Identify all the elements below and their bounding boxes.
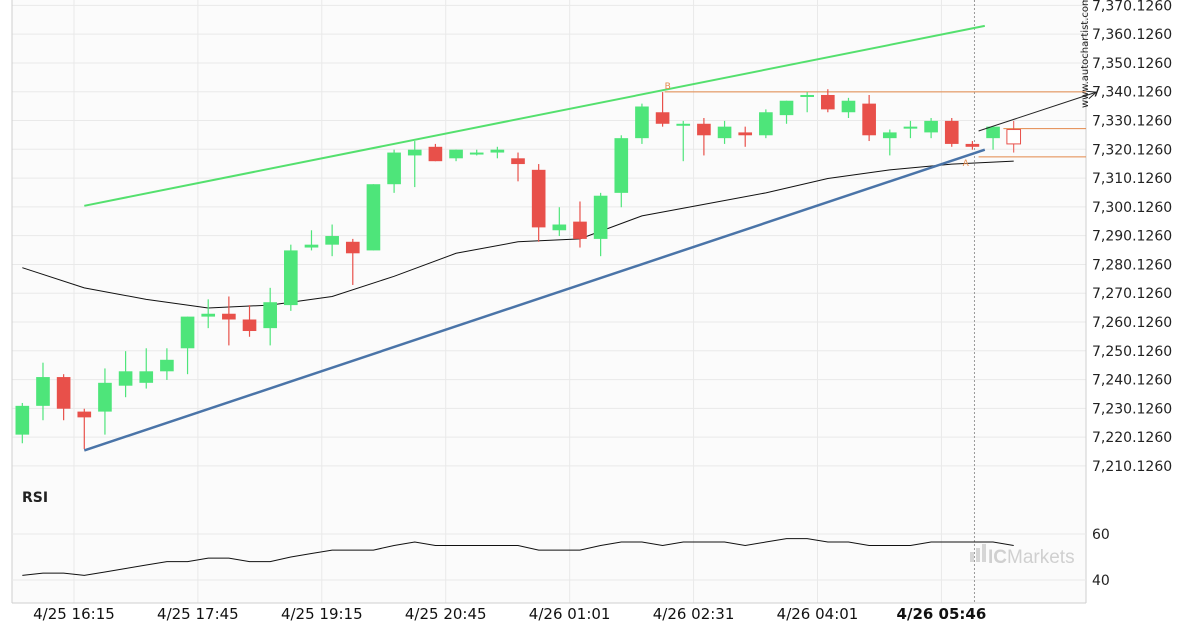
candle-body	[180, 316, 195, 349]
x-tick-label: 4/25 19:15	[281, 605, 363, 623]
candle-body	[862, 103, 876, 136]
y-tick-label: 7,250.1260	[1092, 344, 1172, 360]
candle-body	[345, 241, 360, 254]
y-tick-label: 7,290.1260	[1092, 229, 1172, 245]
candle-body	[222, 313, 236, 320]
level-b-label: B	[665, 82, 671, 92]
candle-body	[98, 382, 112, 412]
x-tick-label: 4/25 20:45	[405, 605, 487, 623]
price-panel: BA	[15, 24, 1098, 452]
candle-body	[697, 123, 711, 136]
autochartist-watermark: www.autochartist.com	[1080, 0, 1091, 108]
candle-body	[552, 224, 567, 231]
candle-body	[304, 244, 319, 248]
x-tick-label: 4/25 16:15	[33, 605, 115, 623]
support-trendline	[83, 148, 986, 452]
candle-body	[986, 126, 1000, 139]
candle-body	[821, 94, 835, 110]
x-tick-label: 4/26 05:46	[897, 605, 987, 623]
candle-body	[139, 371, 154, 383]
y-tick-label: 7,220.1260	[1092, 430, 1172, 446]
candle-body	[366, 184, 381, 251]
y-tick-label: 7,210.1260	[1092, 459, 1172, 475]
logo-markets-text: Markets	[1007, 547, 1075, 568]
candle-body	[779, 100, 794, 116]
candle-body	[469, 152, 484, 155]
logo-bar-icon	[970, 552, 974, 562]
y-tick-label: 7,350.1260	[1092, 56, 1172, 72]
y-tick-label: 7,360.1260	[1092, 27, 1172, 43]
candle-body	[903, 126, 918, 129]
rsi-panel: RSI	[22, 490, 1014, 576]
x-tick-label: 4/26 01:01	[529, 605, 611, 623]
candle-body	[614, 138, 629, 193]
candle-body	[573, 221, 587, 239]
candle-body	[944, 120, 959, 144]
y-tick-label: 7,300.1260	[1092, 200, 1172, 216]
candle-body	[263, 302, 277, 329]
candle-body	[924, 120, 938, 133]
y-tick-label: 7,270.1260	[1092, 286, 1172, 302]
y-tick-label: 7,340.1260	[1092, 85, 1172, 101]
y-tick-label: 7,280.1260	[1092, 257, 1172, 273]
x-tick-label: 4/26 02:31	[653, 605, 735, 623]
y-tick-label: 7,240.1260	[1092, 373, 1172, 389]
candle-body	[325, 236, 339, 245]
candle-body	[407, 149, 422, 156]
candle-body	[387, 152, 401, 185]
candle-body	[160, 359, 174, 372]
x-tick-label: 4/25 17:45	[157, 605, 239, 623]
rsi-tick-label: 40	[1092, 573, 1110, 589]
candle-body	[490, 149, 505, 153]
forecast-arrow-line	[978, 91, 1097, 132]
candle-body	[759, 112, 773, 136]
candle-body	[738, 132, 753, 136]
candle-body	[655, 112, 670, 124]
grid	[11, 0, 1087, 604]
resistance-trendline	[84, 24, 985, 207]
candle-body	[717, 126, 732, 139]
candle-body	[882, 132, 897, 139]
candle-body	[118, 371, 133, 386]
logo-bar-icon	[976, 548, 980, 562]
rsi-label: RSI	[22, 490, 48, 506]
plot-background	[12, 0, 1086, 603]
candle-body	[36, 377, 50, 406]
rsi-line	[22, 538, 1014, 576]
candle-body	[676, 123, 691, 126]
candle-body	[201, 313, 216, 317]
y-tick-label: 7,330.1260	[1092, 114, 1172, 130]
candle-body	[242, 319, 257, 332]
logo-ic-text: IC	[988, 547, 1007, 568]
candle-body	[15, 405, 30, 435]
moving-average-line	[22, 160, 1014, 309]
price-axis: 7,370.1260 7,360.1260 7,350.1260 7,340.1260…	[1092, 0, 1172, 589]
y-tick-label: 7,310.1260	[1092, 171, 1172, 187]
y-tick-label: 7,230.1260	[1092, 401, 1172, 417]
forecast-arrow-icon	[1086, 90, 1098, 100]
candle-body	[284, 250, 298, 306]
candle-body	[56, 377, 71, 409]
y-tick-label: 7,260.1260	[1092, 315, 1172, 331]
candle-body	[428, 146, 443, 162]
time-axis: 4/25 16:15 4/25 17:45 4/25 19:15 4/25 20:45…	[33, 605, 986, 623]
pending-candle-body	[1006, 129, 1022, 145]
candle-body	[77, 411, 92, 418]
y-tick-label: 7,370.1260	[1092, 0, 1172, 14]
candle-body	[800, 94, 814, 97]
icmarkets-logo: IC Markets	[970, 544, 1075, 568]
candle-body	[635, 106, 649, 139]
candle-body	[841, 100, 856, 113]
logo-bar-icon	[982, 544, 986, 562]
candle-body	[511, 158, 525, 165]
x-tick-label: 4/26 04:01	[777, 605, 859, 623]
rsi-tick-label: 60	[1092, 527, 1110, 543]
candle-body	[449, 149, 463, 159]
candle-body	[531, 169, 546, 228]
candle-body	[593, 195, 608, 239]
level-a-label: A	[963, 159, 970, 169]
y-tick-label: 7,320.1260	[1092, 142, 1172, 158]
candle-body	[965, 143, 980, 147]
